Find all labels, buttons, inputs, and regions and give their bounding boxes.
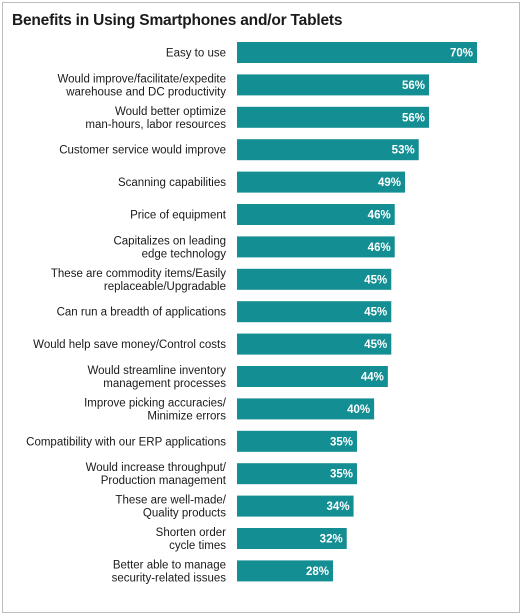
bar-4 [237, 171, 405, 193]
bar-16 [237, 560, 333, 582]
bar-10 [237, 366, 388, 387]
bar-value-label-11: 40% [347, 404, 370, 416]
category-label-5: Price of equipment [130, 210, 227, 222]
category-label-3: Customer service would improve [59, 145, 226, 157]
bar-value-label-3: 53% [392, 145, 415, 157]
bar-11 [237, 398, 375, 420]
category-label-2: Would better optimize man-hours, labor re… [85, 106, 226, 131]
bar-value-label-5: 46% [368, 210, 391, 222]
category-label-0: Easy to use [166, 48, 226, 60]
bar-3 [237, 139, 419, 161]
bar-5 [237, 204, 395, 225]
bar-value-label-13: 35% [330, 469, 353, 481]
bar-value-label-15: 32% [320, 534, 343, 546]
bar-0 [237, 42, 477, 63]
bar-value-label-16: 28% [306, 566, 329, 578]
bar-15 [237, 528, 347, 549]
bar-13 [237, 463, 357, 485]
category-label-13: Would increase throughput/Production man… [86, 462, 227, 487]
bar-value-label-2: 56% [402, 112, 425, 124]
bar-value-label-0: 70% [450, 48, 473, 60]
category-label-8: Can run a breadth of applications [57, 307, 227, 319]
bar-value-label-6: 46% [368, 242, 391, 254]
category-label-12: Compatibility with our ERP applications [26, 436, 226, 448]
category-label-14: These are well-made/Quality products [115, 495, 226, 520]
bar-value-label-1: 56% [402, 80, 425, 92]
bar-value-label-8: 45% [364, 307, 387, 319]
category-label-10: Would streamline inventory management pro… [88, 365, 227, 390]
bar-2 [237, 106, 429, 128]
category-label-16: Better able to manage security-related is… [112, 559, 227, 584]
category-label-15: Shorten order cycle times [156, 527, 227, 552]
category-label-6: Capitalizes on leading edge technology [113, 235, 226, 260]
bar-7 [237, 268, 392, 290]
chart-title: Benefits in Using Smartphones and/or Tab… [12, 12, 343, 29]
bar-value-label-4: 49% [378, 177, 401, 189]
bar-14 [237, 495, 354, 517]
bar-value-label-14: 34% [327, 501, 350, 513]
bar-6 [237, 236, 395, 258]
bar-9 [237, 333, 392, 355]
bar-1 [237, 74, 429, 96]
bar-value-label-12: 35% [330, 436, 353, 448]
category-label-4: Scanning capabilities [118, 177, 226, 189]
bar-value-label-7: 45% [364, 274, 387, 286]
bar-12 [237, 430, 357, 452]
category-label-11: Improve picking accuracies/Minimize erro… [84, 397, 227, 422]
category-label-9: Would help save money/Control costs [33, 339, 226, 351]
category-label-1: Would improve/facilitate/expedite warehou… [57, 73, 226, 98]
category-label-7: These are commodity items/Easily replacea… [51, 268, 226, 293]
bar-value-label-9: 45% [364, 339, 387, 351]
bar-8 [237, 301, 392, 323]
bar-value-label-10: 44% [361, 372, 384, 384]
